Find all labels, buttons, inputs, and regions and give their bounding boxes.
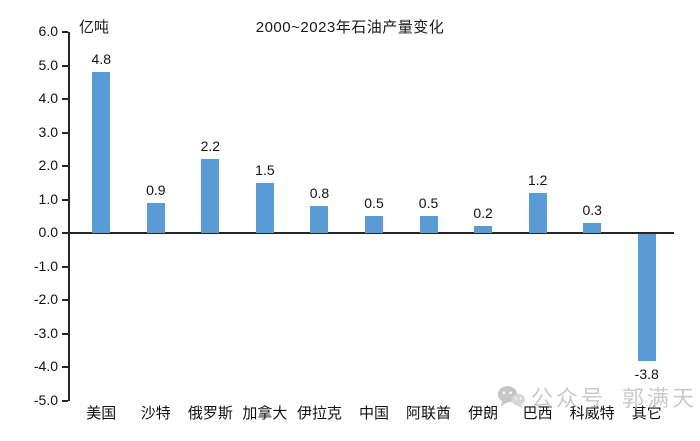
y-axis-tick-label: -4.0 — [33, 358, 58, 374]
bar-3 — [201, 159, 220, 233]
y-axis-tick-label: -3.0 — [33, 324, 58, 341]
y-axis-tick-label: -1.0 — [33, 257, 58, 274]
y-axis-tick — [62, 31, 68, 33]
y-axis-tick — [62, 299, 68, 301]
bar-4 — [255, 182, 274, 233]
y-axis-tick-label: -5.0 — [33, 391, 58, 408]
y-axis-tick — [62, 366, 68, 368]
x-axis-label: 伊朗 — [468, 405, 499, 422]
bar-8 — [474, 226, 493, 233]
bar-10 — [583, 222, 602, 233]
x-axis-label: 俄罗斯 — [187, 405, 233, 422]
x-axis-label: 巴西 — [522, 405, 553, 422]
bar-5 — [310, 206, 329, 233]
chart-title: 2000~2023年石油产量变化 — [255, 19, 445, 36]
bar-7 — [419, 216, 438, 233]
y-axis-tick — [62, 399, 68, 402]
bar-value-label: 0.9 — [146, 181, 166, 198]
x-axis-label: 加拿大 — [242, 405, 288, 422]
x-axis-label: 沙特 — [140, 405, 171, 422]
x-axis-label: 阿联酋 — [406, 405, 452, 422]
bar-value-label: -3.8 — [634, 366, 659, 383]
y-axis-line — [68, 32, 70, 401]
bar-6 — [365, 216, 383, 233]
y-axis-unit-label: 亿吨 — [79, 19, 110, 36]
bar-value-label: 4.8 — [91, 51, 111, 68]
x-axis-label: 美国 — [86, 405, 117, 422]
y-axis-tick — [62, 332, 68, 335]
y-axis-tick — [62, 232, 68, 234]
y-axis-tick — [62, 265, 68, 268]
y-axis-tick — [62, 131, 68, 134]
x-axis-label: 其它 — [631, 405, 662, 422]
y-axis-tick-label: 0.0 — [38, 224, 58, 240]
x-axis-label: 伊拉克 — [296, 405, 342, 422]
y-axis-tick — [62, 98, 68, 100]
y-axis-tick-label: 2.0 — [38, 157, 58, 173]
bar-value-label: 1.2 — [527, 171, 548, 188]
y-axis-tick — [62, 165, 68, 167]
bar-value-label: 0.5 — [418, 195, 439, 212]
x-axis-zero-line — [68, 232, 674, 234]
bar-value-label: 0.8 — [309, 185, 330, 202]
y-axis-tick — [62, 64, 68, 67]
y-axis-tick-label: 5.0 — [38, 56, 58, 73]
y-axis-tick-label: 1.0 — [38, 190, 58, 207]
bar-11 — [637, 234, 656, 362]
y-axis-tick-label: -2.0 — [33, 291, 58, 307]
y-axis-tick-label: 3.0 — [38, 123, 58, 140]
y-axis-tick-label: 4.0 — [38, 90, 58, 106]
bar-value-label: 0.3 — [582, 201, 602, 218]
y-axis-tick-label: 6.0 — [38, 23, 58, 39]
bar-1 — [92, 72, 111, 233]
bar-2 — [146, 202, 165, 233]
bar-value-label: 0.5 — [364, 195, 384, 212]
bar-value-label: 2.2 — [200, 138, 221, 155]
y-axis-tick — [62, 198, 68, 201]
bar-value-label: 1.5 — [255, 161, 275, 178]
x-axis-label: 科威特 — [569, 405, 615, 422]
bar-value-label: 0.2 — [473, 205, 493, 222]
bar-9 — [528, 192, 547, 233]
x-axis-label: 中国 — [358, 405, 389, 422]
